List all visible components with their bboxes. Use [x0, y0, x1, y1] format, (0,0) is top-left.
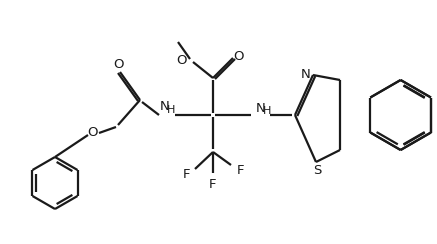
Text: F: F [236, 163, 244, 176]
Text: O: O [88, 125, 98, 139]
Text: O: O [177, 53, 187, 67]
Text: H: H [167, 105, 175, 115]
Text: O: O [114, 59, 124, 71]
Text: N: N [301, 68, 311, 81]
Text: H: H [263, 106, 271, 116]
Text: S: S [313, 163, 321, 176]
Text: F: F [183, 167, 191, 181]
Text: F: F [209, 177, 217, 191]
Text: N: N [160, 101, 170, 113]
Text: N: N [256, 102, 266, 114]
Text: O: O [234, 51, 244, 63]
